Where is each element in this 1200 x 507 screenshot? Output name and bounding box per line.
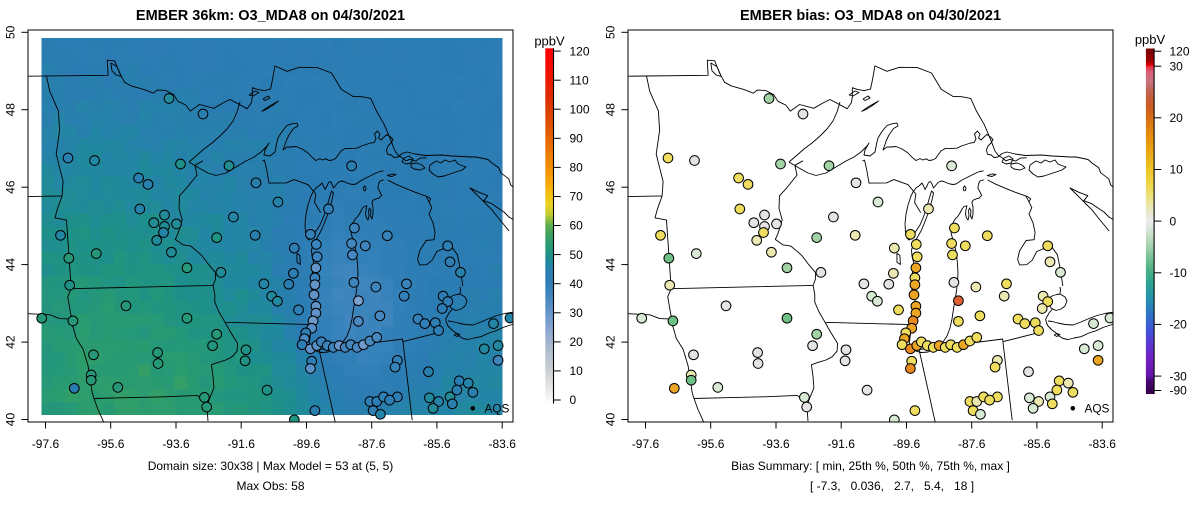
svg-text:44: 44 <box>604 258 618 272</box>
svg-text:110: 110 <box>570 73 589 87</box>
svg-text:-90: -90 <box>1170 384 1188 398</box>
svg-text:20: 20 <box>1170 111 1184 125</box>
svg-text:-97.6: -97.6 <box>32 437 60 451</box>
svg-text:46: 46 <box>604 180 618 194</box>
svg-text:-85.6: -85.6 <box>1023 437 1051 451</box>
svg-text:50: 50 <box>570 248 584 262</box>
svg-text:-91.6: -91.6 <box>228 437 256 451</box>
svg-text:-91.6: -91.6 <box>828 437 856 451</box>
svg-text:Max Obs: 58: Max Obs: 58 <box>236 479 304 493</box>
svg-text:10: 10 <box>570 364 584 378</box>
svg-text:-95.6: -95.6 <box>97 437 125 451</box>
svg-text:90: 90 <box>570 132 584 146</box>
svg-text:20: 20 <box>570 335 584 349</box>
svg-text:120: 120 <box>1170 44 1190 58</box>
svg-text:30: 30 <box>570 306 584 320</box>
svg-text:70: 70 <box>570 190 584 204</box>
svg-text:48: 48 <box>4 103 18 117</box>
svg-text:Bias Summary: [ min, 25th %, 5: Bias Summary: [ min, 25th %, 50th %, 75t… <box>731 459 1010 473</box>
svg-text:30: 30 <box>1170 59 1184 73</box>
svg-text:-83.6: -83.6 <box>1089 437 1117 451</box>
svg-text:ppbV: ppbV <box>534 34 565 49</box>
svg-text:60: 60 <box>570 219 584 233</box>
svg-text:-87.6: -87.6 <box>358 437 386 451</box>
svg-text:40: 40 <box>604 413 618 427</box>
svg-text:40: 40 <box>4 413 18 427</box>
svg-text:-85.6: -85.6 <box>423 437 451 451</box>
svg-text:42: 42 <box>604 335 618 349</box>
svg-text:AQS: AQS <box>485 402 510 416</box>
svg-text:-10: -10 <box>1170 266 1188 280</box>
svg-text:50: 50 <box>604 25 618 39</box>
svg-text:-87.6: -87.6 <box>958 437 986 451</box>
svg-text:-95.6: -95.6 <box>697 437 725 451</box>
svg-text:EMBER 36km: O3_MDA8 on 04/30/2: EMBER 36km: O3_MDA8 on 04/30/2021 <box>136 8 405 24</box>
svg-text:44: 44 <box>4 258 18 272</box>
svg-text:46: 46 <box>4 180 18 194</box>
svg-text:80: 80 <box>570 161 584 175</box>
svg-text:40: 40 <box>570 277 584 291</box>
svg-text:-93.6: -93.6 <box>162 437 190 451</box>
svg-text:Domain size: 30x38 | Max Model: Domain size: 30x38 | Max Model = 53 at (… <box>148 459 394 473</box>
svg-text:-93.6: -93.6 <box>762 437 790 451</box>
svg-text:100: 100 <box>570 103 590 117</box>
svg-text:-97.6: -97.6 <box>632 437 660 451</box>
svg-text:0: 0 <box>1170 214 1177 228</box>
svg-text:0: 0 <box>570 393 577 407</box>
svg-text:50: 50 <box>4 25 18 39</box>
svg-text:EMBER bias: O3_MDA8 on 04/30/2: EMBER bias: O3_MDA8 on 04/30/2021 <box>740 8 1001 24</box>
svg-text:-30: -30 <box>1170 369 1188 383</box>
svg-text:ppbV: ppbV <box>1135 32 1166 47</box>
svg-text:48: 48 <box>604 103 618 117</box>
svg-text:10: 10 <box>1170 163 1184 177</box>
svg-text:AQS: AQS <box>1085 402 1110 416</box>
svg-text:-20: -20 <box>1170 318 1188 332</box>
svg-text:[ -7.3, 0.036, 2.7, 5.4,: [ -7.3, 0.036, 2.7, 5.4, 18 ] <box>810 479 974 493</box>
svg-text:-83.6: -83.6 <box>489 437 517 451</box>
svg-text:42: 42 <box>4 335 18 349</box>
svg-text:120: 120 <box>570 44 590 58</box>
svg-text:-89.6: -89.6 <box>893 437 921 451</box>
svg-text:-89.6: -89.6 <box>293 437 321 451</box>
